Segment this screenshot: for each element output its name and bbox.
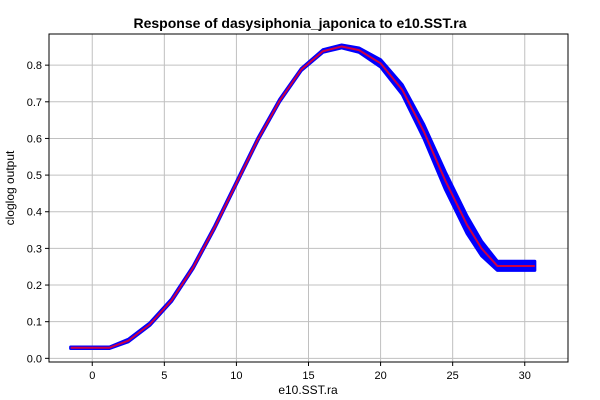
- band-layer: [69, 43, 537, 350]
- y-tick-label: 0.1: [27, 317, 42, 329]
- x-tick-label: 20: [374, 370, 386, 382]
- x-axis-label: e10.SST.ra: [278, 383, 338, 397]
- y-tick-label: 0.4: [27, 207, 42, 219]
- y-tick-label: 0.3: [27, 243, 42, 255]
- y-tick-label: 0.2: [27, 280, 42, 292]
- x-tick-label: 10: [230, 370, 242, 382]
- tick-layer: 0 5 10 15 20 25 30 0.0 0.1 0.2 0.3 0.4 0.5 0.6 0.7 0.8: [27, 60, 531, 382]
- y-tick-label: 0.8: [27, 60, 42, 72]
- x-tick-label: 15: [302, 370, 314, 382]
- line-layer: [70, 45, 535, 349]
- y-axis-label: cloglog output: [3, 150, 17, 225]
- x-tick-label: 5: [161, 370, 167, 382]
- variability-band: [69, 43, 537, 350]
- grid-layer: [49, 34, 568, 362]
- response-line: [70, 45, 535, 349]
- y-tick-label: 0.0: [27, 353, 42, 365]
- chart-title: Response of dasysiphonia_japonica to e10…: [134, 15, 467, 31]
- y-tick-label: 0.5: [27, 170, 42, 182]
- y-tick-label: 0.6: [27, 133, 42, 145]
- y-tick-label: 0.7: [27, 97, 42, 109]
- x-tick-label: 25: [447, 370, 459, 382]
- x-tick-label: 30: [519, 370, 531, 382]
- x-tick-label: 0: [89, 370, 95, 382]
